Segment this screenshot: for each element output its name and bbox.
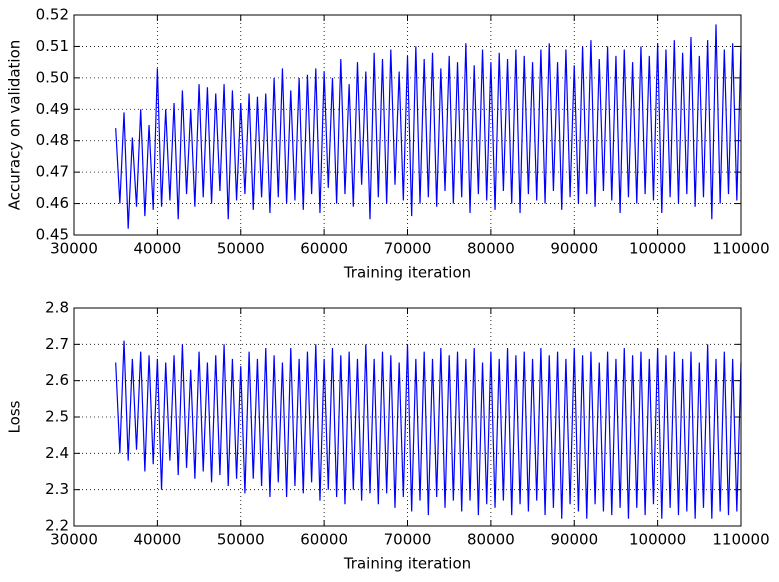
axes-frame (73, 14, 742, 236)
y-tick-label: 2.6 (45, 371, 69, 389)
x-tick-label: 110000 (712, 240, 769, 258)
y-tick-label: 0.45 (36, 226, 69, 244)
y-tick-label: 0.47 (36, 163, 69, 181)
x-tick-label: 60000 (300, 240, 348, 258)
y-tick-label: 2.5 (45, 408, 69, 426)
x-tick-label: 90000 (550, 531, 598, 549)
x-tick-label: 100000 (629, 240, 686, 258)
x-tick-label: 110000 (712, 531, 769, 549)
x-axis-label: Training iteration (343, 264, 471, 282)
y-tick-label: 2.7 (45, 335, 69, 353)
x-tick-label: 50000 (217, 531, 265, 549)
x-tick-label: 50000 (217, 240, 265, 258)
x-tick-label: 30000 (50, 240, 98, 258)
y-tick-label: 0.50 (36, 68, 69, 86)
y-axis-label: Accuracy on validation (6, 40, 24, 211)
y-tick-label: 2.4 (45, 444, 69, 462)
x-tick-label: 70000 (384, 531, 432, 549)
data-line (115, 24, 742, 229)
y-tick-label: 2.2 (45, 517, 69, 535)
y-tick-label: 0.52 (36, 6, 69, 24)
x-tick-label: 70000 (384, 240, 432, 258)
y-tick-label: 0.46 (36, 194, 69, 212)
y-tick-label: 0.51 (36, 37, 69, 55)
x-tick-label: 80000 (467, 531, 515, 549)
x-tick-label: 30000 (50, 531, 98, 549)
data-line (115, 340, 742, 519)
x-tick-label: 60000 (300, 531, 348, 549)
x-axis-label: Training iteration (343, 555, 471, 573)
y-axis-label: Loss (6, 400, 24, 433)
x-tick-label: 100000 (629, 531, 686, 549)
x-tick-label: 90000 (550, 240, 598, 258)
x-tick-label: 40000 (134, 240, 182, 258)
y-tick-label: 2.3 (45, 480, 69, 498)
y-tick-label: 0.49 (36, 100, 69, 118)
x-tick-label: 80000 (467, 240, 515, 258)
axes-frame (73, 307, 742, 527)
y-tick-label: 0.48 (36, 131, 69, 149)
x-tick-label: 40000 (134, 531, 182, 549)
y-tick-label: 2.8 (45, 299, 69, 317)
